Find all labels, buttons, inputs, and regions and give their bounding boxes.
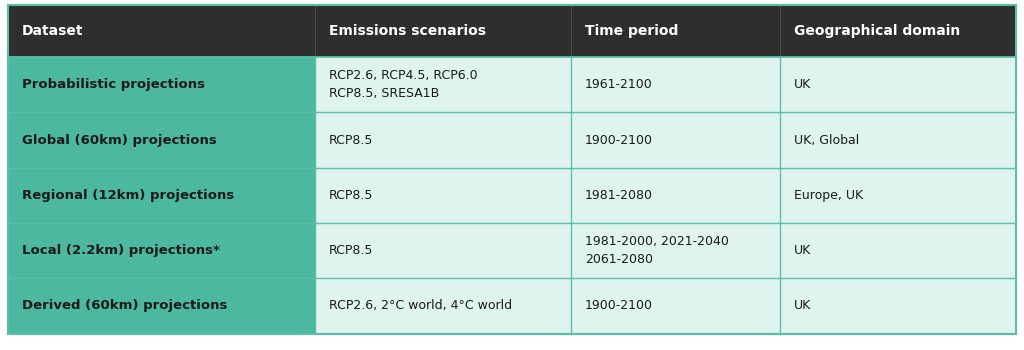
Text: Derived (60km) projections: Derived (60km) projections (22, 299, 227, 313)
Text: 1900-2100: 1900-2100 (585, 133, 652, 147)
Text: Dataset: Dataset (22, 24, 83, 38)
Bar (315, 112, 1016, 168)
Bar (8, 168, 315, 223)
Text: Time period: Time period (585, 24, 678, 38)
Text: RCP8.5: RCP8.5 (329, 189, 373, 202)
Text: UK: UK (794, 299, 811, 313)
Bar (8, 5, 1016, 57)
Bar (315, 278, 1016, 334)
Text: RCP2.6, RCP4.5, RCP6.0
RCP8.5, SRESA1B: RCP2.6, RCP4.5, RCP6.0 RCP8.5, SRESA1B (329, 69, 477, 100)
Text: Geographical domain: Geographical domain (794, 24, 959, 38)
Text: 1981-2000, 2021-2040
2061-2080: 1981-2000, 2021-2040 2061-2080 (585, 235, 729, 266)
Bar (315, 223, 1016, 278)
Text: 1981-2080: 1981-2080 (585, 189, 652, 202)
Text: RCP8.5: RCP8.5 (329, 244, 373, 257)
Bar (315, 57, 1016, 112)
Text: UK: UK (794, 78, 811, 91)
Text: 1961-2100: 1961-2100 (585, 78, 652, 91)
Bar (8, 57, 315, 112)
Text: Probabilistic projections: Probabilistic projections (22, 78, 205, 91)
Text: Global (60km) projections: Global (60km) projections (22, 133, 216, 147)
Bar (8, 278, 315, 334)
Text: Emissions scenarios: Emissions scenarios (329, 24, 485, 38)
Bar (8, 112, 315, 168)
Text: UK, Global: UK, Global (794, 133, 859, 147)
Bar (315, 168, 1016, 223)
Text: UK: UK (794, 244, 811, 257)
Text: RCP2.6, 2°C world, 4°C world: RCP2.6, 2°C world, 4°C world (329, 299, 512, 313)
Bar (8, 223, 315, 278)
Text: Regional (12km) projections: Regional (12km) projections (22, 189, 233, 202)
Text: Europe, UK: Europe, UK (794, 189, 863, 202)
Text: RCP8.5: RCP8.5 (329, 133, 373, 147)
Text: Local (2.2km) projections*: Local (2.2km) projections* (22, 244, 219, 257)
Text: 1900-2100: 1900-2100 (585, 299, 652, 313)
